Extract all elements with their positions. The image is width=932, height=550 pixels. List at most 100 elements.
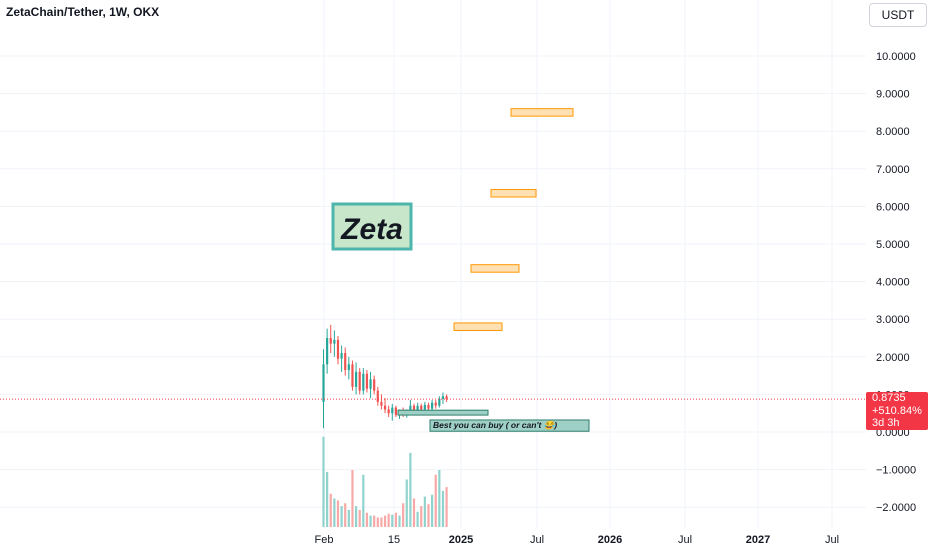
volume-bar bbox=[383, 515, 387, 527]
volume-bar bbox=[431, 494, 434, 527]
candle-body[interactable] bbox=[354, 371, 358, 387]
volume-bar bbox=[347, 509, 350, 527]
volume-bar bbox=[387, 513, 390, 527]
chart-grid bbox=[0, 0, 866, 528]
price-tick-label: 8.0000 bbox=[876, 126, 910, 138]
time-tick-label: Jul bbox=[825, 534, 839, 546]
volume-bar bbox=[351, 470, 354, 527]
time-tick-label: Jul bbox=[678, 534, 692, 546]
candle-body[interactable] bbox=[434, 402, 437, 406]
volume-bar bbox=[333, 498, 336, 527]
time-tick-label: 15 bbox=[388, 534, 400, 546]
candle-body[interactable] bbox=[438, 398, 441, 406]
price-tick-label: 4.0000 bbox=[876, 277, 910, 289]
price-axis[interactable]: 10.0000 9.0000 8.0000 7.0000 6.0000 5.0000 4.0… bbox=[866, 0, 932, 528]
volume-bar bbox=[340, 506, 343, 527]
candle-body[interactable] bbox=[326, 338, 329, 365]
volume-bar bbox=[326, 471, 329, 527]
price-tick-label: 0.0000 bbox=[876, 427, 910, 439]
volume-bar bbox=[416, 511, 419, 527]
candle-body[interactable] bbox=[412, 405, 416, 412]
price-tick-label: 7.0000 bbox=[876, 164, 910, 176]
candle-body[interactable] bbox=[394, 407, 397, 416]
candle-body[interactable] bbox=[427, 404, 430, 409]
price-axis-bg bbox=[866, 0, 932, 528]
candle-body[interactable] bbox=[344, 353, 347, 370]
target-box[interactable] bbox=[453, 322, 503, 331]
time-axis[interactable]: Feb 15 2025 Jul 2026 Jul 2027 Jul bbox=[0, 528, 932, 550]
volume-bar bbox=[441, 490, 445, 527]
time-tick-label: Jul bbox=[530, 534, 544, 546]
zeta-label-text: Zeta bbox=[340, 213, 403, 246]
volume-bars bbox=[322, 436, 448, 527]
chart-drawings[interactable]: Best you can buy ( or can't 😂) Zeta bbox=[331, 108, 590, 432]
volume-bar bbox=[329, 493, 332, 527]
price-tick-label: −1.0000 bbox=[876, 465, 916, 477]
price-tick-label: 2.0000 bbox=[876, 352, 910, 364]
volume-bar bbox=[409, 452, 412, 527]
candle-body[interactable] bbox=[365, 373, 369, 389]
candle-body[interactable] bbox=[347, 364, 350, 370]
last-price-tag: 0.8735 +510.84% 3d 3h bbox=[866, 392, 928, 430]
last-price-value: 0.8735 bbox=[872, 392, 906, 404]
buy-zone-label-box[interactable] bbox=[429, 419, 590, 432]
candle-body[interactable] bbox=[373, 379, 376, 391]
time-tick-label: 2025 bbox=[449, 534, 473, 546]
price-tick-label: 5.0000 bbox=[876, 239, 910, 251]
target-box[interactable] bbox=[510, 108, 574, 117]
candle-body[interactable] bbox=[362, 373, 365, 391]
volume-bar bbox=[380, 517, 383, 527]
candle-body[interactable] bbox=[358, 371, 361, 391]
price-tick-label: 3.0000 bbox=[876, 314, 910, 326]
last-price-change: +510.84% bbox=[872, 404, 922, 417]
volume-bar bbox=[376, 517, 379, 527]
candle-body[interactable] bbox=[380, 401, 383, 406]
last-price-countdown: 3d 3h bbox=[872, 417, 900, 429]
symbol-title: ZetaChain/Tether, 1W, OKX bbox=[6, 5, 160, 19]
candle-body[interactable] bbox=[336, 339, 340, 359]
candle-body[interactable] bbox=[329, 338, 332, 344]
candle-body[interactable] bbox=[340, 353, 343, 359]
volume-bar bbox=[344, 503, 347, 527]
volume-bar bbox=[391, 514, 394, 527]
candle-body[interactable] bbox=[409, 405, 412, 413]
target-box[interactable] bbox=[470, 264, 520, 273]
volume-bar bbox=[427, 504, 430, 527]
target-box[interactable] bbox=[490, 188, 537, 198]
candle-body[interactable] bbox=[445, 396, 448, 400]
candle-body[interactable] bbox=[322, 364, 325, 402]
price-tick-label: 9.0000 bbox=[876, 89, 910, 101]
volume-bar bbox=[412, 498, 416, 527]
volume-bar bbox=[434, 474, 437, 527]
volume-bar bbox=[354, 506, 358, 527]
candle-body[interactable] bbox=[351, 364, 354, 387]
price-tick-label: 6.0000 bbox=[876, 201, 910, 213]
candle-body[interactable] bbox=[333, 339, 336, 344]
candle-body[interactable] bbox=[376, 390, 379, 402]
candle-body[interactable] bbox=[431, 402, 434, 409]
volume-bar bbox=[322, 436, 325, 527]
candlestick-series[interactable] bbox=[322, 324, 448, 429]
buy-zone-box[interactable] bbox=[397, 409, 489, 416]
candle-body[interactable] bbox=[423, 404, 426, 410]
volume-bar bbox=[405, 479, 408, 527]
volume-bar bbox=[445, 487, 448, 527]
price-tick-label: 10.0000 bbox=[876, 51, 916, 63]
volume-bar bbox=[438, 470, 441, 527]
candle-body[interactable] bbox=[387, 409, 390, 414]
candle-body[interactable] bbox=[383, 405, 387, 410]
candle-body[interactable] bbox=[441, 396, 445, 399]
candle-body[interactable] bbox=[391, 407, 394, 414]
volume-bar bbox=[373, 515, 376, 527]
zeta-label-box[interactable] bbox=[331, 202, 413, 251]
candle-body[interactable] bbox=[369, 379, 372, 389]
volume-bar bbox=[358, 509, 361, 527]
volume-bar bbox=[423, 496, 426, 527]
currency-button[interactable]: USDT bbox=[869, 3, 927, 27]
volume-bar bbox=[402, 503, 405, 527]
price-tick-label: −2.0000 bbox=[876, 502, 916, 514]
volume-bar bbox=[336, 500, 340, 527]
candle-body[interactable] bbox=[416, 405, 419, 412]
candle-body[interactable] bbox=[420, 405, 423, 410]
